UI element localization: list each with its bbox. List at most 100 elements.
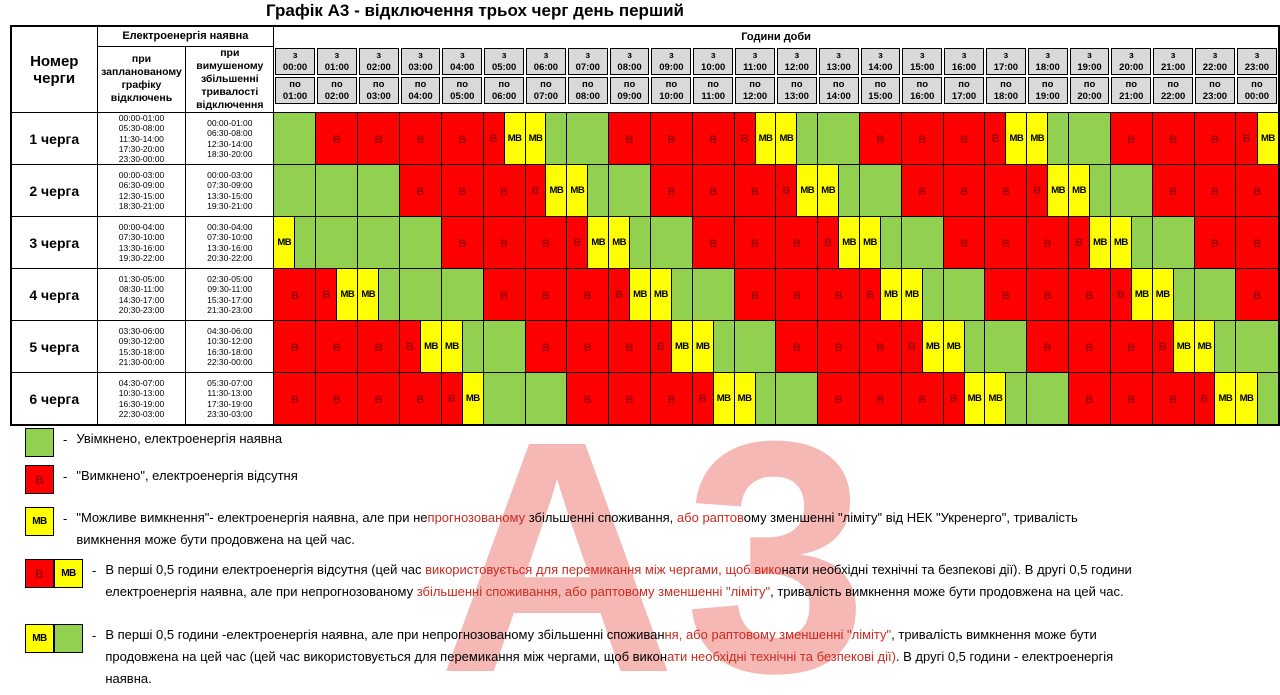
legend-item-3: МВ - "Можливе вимкнення"- електроенергія н… — [25, 507, 1078, 551]
cell-q5-h20: В — [1109, 320, 1153, 374]
cell-q2-h23: В — [1235, 164, 1280, 218]
extended-availability-times: 00:00-03:00 07:30-09:00 13:30-15:00 19:30-2… — [185, 164, 275, 218]
legend-item-2: В - "Вимкнено", електроенергія відсутня — [25, 465, 298, 494]
cell-q2-h17: В — [984, 164, 1028, 218]
legend-swatch: В МВ — [25, 559, 83, 588]
cell-q4-h5: В — [482, 268, 526, 322]
cell-q2-h15: В — [900, 164, 944, 218]
cell-q1-h23: В МВ — [1235, 112, 1280, 166]
queue-row-2: 2 черга 00:00-03:00 06:30-09:00 12:30-15:00… — [10, 164, 1280, 218]
legend-dash: - — [63, 469, 68, 484]
cell-q6-h8: В — [608, 372, 651, 426]
legend-swatch — [25, 428, 54, 457]
legend-item-1: - Увімкнено, електроенергія наявна — [25, 428, 282, 457]
cell-q6-h22: В МВ — [1193, 372, 1237, 426]
queue-row-4: 4 черга 01:30-05:00 08:30-11:00 14:30-17:00… — [10, 268, 1280, 322]
cell-q6-h19: В — [1068, 372, 1111, 426]
extended-availability-times: 02:30-05:00 09:30-11:00 15:30-17:00 21:30-2… — [185, 268, 275, 322]
queue-row-3: 3 черга 00:00-04:00 07:30-10:00 13:30-16:00… — [10, 216, 1280, 270]
legend-text: Увімкнено, електроенергія наявна — [76, 431, 283, 446]
cell-q5-h6: В — [524, 320, 568, 374]
cell-q4-h20: В МВ — [1109, 268, 1153, 322]
hour-column-header-16: з 16:00 по 17:00 — [943, 46, 985, 113]
cell-q5-h22: МВ — [1193, 320, 1237, 374]
cell-q4-h17: В — [984, 268, 1028, 322]
cell-q3-h2 — [357, 216, 401, 270]
hour-column-header-11: з 11:00 по 12:00 — [734, 46, 776, 113]
cell-q4-h3 — [399, 268, 442, 322]
cell-q3-h10: В — [691, 216, 735, 270]
legend-swatch: В — [25, 465, 54, 494]
hour-column-header-6: з 06:00 по 07:00 — [525, 46, 567, 113]
cell-q3-h4: В — [440, 216, 484, 270]
cell-q1-h1: В — [315, 112, 359, 166]
cell-q5-h18: В — [1026, 320, 1070, 374]
cell-q1-h3: В — [399, 112, 442, 166]
queue-label: 6 черга — [10, 372, 98, 426]
cell-q6-h18 — [1026, 372, 1070, 426]
cell-q3-h15 — [900, 216, 944, 270]
cell-q4-h19: В — [1068, 268, 1111, 322]
cell-q5-h7: В — [566, 320, 610, 374]
cell-q6-h20: В — [1109, 372, 1153, 426]
cell-q3-h23: В — [1235, 216, 1280, 270]
hour-column-header-23: з 23:00 по 00:00 — [1235, 46, 1279, 113]
cell-q4-h2: МВ — [357, 268, 401, 322]
legend-swatch-maybe-box: МВ — [25, 507, 54, 536]
cell-q1-h14: В — [859, 112, 902, 166]
legend-text: В перші 0,5 години -електроенергія наявн… — [105, 627, 1114, 686]
cell-q3-h13: В МВ — [817, 216, 861, 270]
cell-q3-h5: В — [482, 216, 526, 270]
cell-q2-h13: МВ — [817, 164, 861, 218]
cell-q6-h9: В — [649, 372, 693, 426]
hour-column-header-17: з 17:00 по 18:00 — [984, 46, 1027, 113]
cell-q2-h12: В МВ — [775, 164, 819, 218]
cell-q5-h15: В МВ — [900, 320, 944, 374]
cell-q1-h4: В — [440, 112, 484, 166]
cell-q5-h10: МВ — [691, 320, 735, 374]
cell-q3-h16: В — [942, 216, 986, 270]
extended-availability-times: 00:00-01:00 06:30-08:00 12:30-14:00 18:30-2… — [185, 112, 275, 166]
hour-column-header-5: з 05:00 по 06:00 — [483, 46, 526, 113]
queue-label: 5 черга — [10, 320, 98, 374]
hour-column-header-21: з 21:00 по 22:00 — [1152, 46, 1195, 113]
cell-q6-h14: В — [859, 372, 902, 426]
queue-label: 4 черга — [10, 268, 98, 322]
cell-q4-h10 — [691, 268, 735, 322]
cell-q3-h22: В — [1193, 216, 1237, 270]
hour-column-header-15: з 15:00 по 16:00 — [901, 46, 944, 113]
cell-q4-h1: В МВ — [315, 268, 359, 322]
queue-row-5: 5 черга 03:30-06:00 09:30-12:00 15:30-18:00… — [10, 320, 1280, 374]
legend-swatch: МВ — [25, 624, 83, 653]
cell-q4-h11: В — [733, 268, 777, 322]
cell-q2-h4: В — [440, 164, 484, 218]
cell-q6-h0: В — [273, 372, 317, 426]
cell-q6-h10: В МВ — [691, 372, 735, 426]
cell-q1-h11: В МВ — [733, 112, 777, 166]
cell-q5-h3: В МВ — [399, 320, 442, 374]
legend-swatch: МВ — [25, 507, 54, 536]
cell-q1-h12: МВ — [775, 112, 819, 166]
cell-q5-h11 — [733, 320, 777, 374]
queue-row-6: 6 черга 04:30-07:00 10:30-13:00 16:30-19:00… — [10, 372, 1280, 426]
cell-q2-h8 — [608, 164, 651, 218]
hour-column-header-14: з 14:00 по 15:00 — [859, 46, 902, 113]
planned-schedule-header: при запланованому графіку відключень — [96, 45, 187, 114]
cell-q4-h12: В — [775, 268, 819, 322]
cell-q3-h7: В МВ — [566, 216, 610, 270]
cell-q4-h14: В МВ — [859, 268, 902, 322]
cell-q6-h7: В — [566, 372, 610, 426]
cell-q3-h20: МВ — [1109, 216, 1153, 270]
legend-swatch-on-box — [25, 428, 54, 457]
schedule-table: Номер черги Електроенергія наявна Години… — [10, 25, 1280, 427]
cell-q5-h16: МВ — [942, 320, 986, 374]
legend-dash: - — [92, 628, 97, 643]
hour-column-header-0: з 00:00 по 01:00 — [273, 46, 316, 113]
page-title: Графік А3 - відключення трьох черг день … — [265, 1, 685, 20]
cell-q4-h8: В МВ — [608, 268, 651, 322]
availability-header: Електроенергія наявна — [96, 25, 275, 47]
extended-availability-times: 00:30-04:00 07:30-10:00 13:30-16:00 20:30-2… — [185, 216, 275, 270]
cell-q2-h16: В — [942, 164, 986, 218]
cell-q5-h12: В — [775, 320, 819, 374]
hour-column-header-18: з 18:00 по 19:00 — [1026, 46, 1069, 113]
